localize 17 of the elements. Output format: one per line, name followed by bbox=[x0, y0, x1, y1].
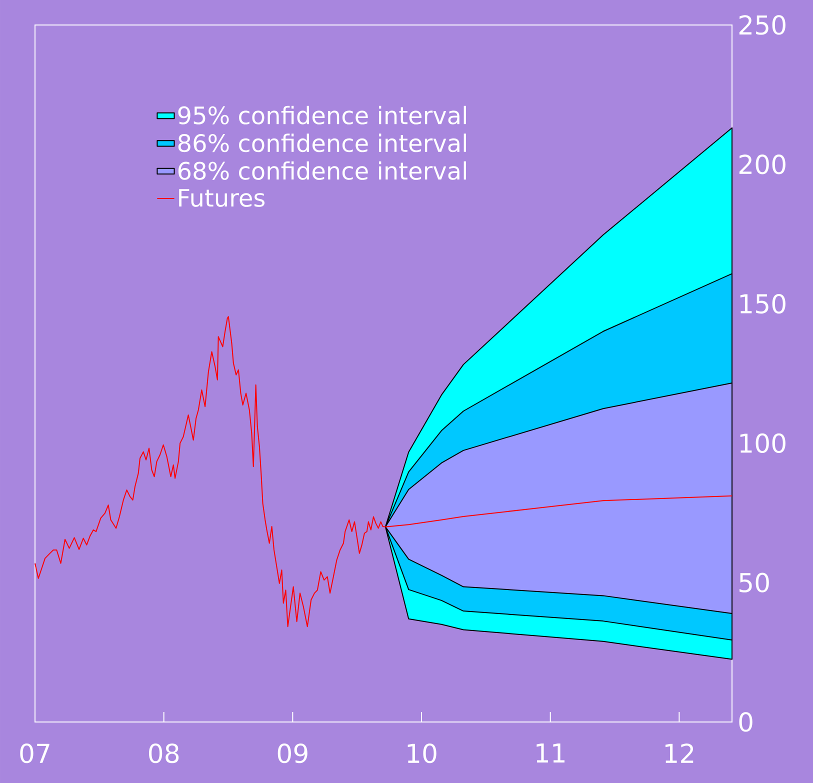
legend-label: 86% confidence interval bbox=[178, 134, 466, 152]
x-tick-label: 11 bbox=[536, 744, 564, 762]
y-tick-label: 250 bbox=[739, 15, 786, 35]
y-tick-label: 0 bbox=[739, 712, 752, 732]
legend-label: 68% confidence interval bbox=[178, 161, 466, 180]
y-tick-label: 200 bbox=[739, 154, 786, 174]
y-tick-label: 100 bbox=[740, 433, 786, 454]
x-tick-label: 10 bbox=[408, 744, 436, 764]
y-tick-label: 150 bbox=[740, 294, 786, 314]
legend-label: 95% confidence interval bbox=[178, 106, 466, 124]
x-tick-label: 09 bbox=[278, 744, 308, 764]
legend-label: Futures bbox=[179, 189, 265, 207]
x-tick-label: 08 bbox=[149, 744, 179, 764]
line-series bbox=[34, 316, 733, 628]
y-tick-label: 50 bbox=[740, 572, 769, 592]
x-tick-label: 12 bbox=[666, 744, 694, 763]
x-tick-label: 07 bbox=[20, 744, 50, 764]
